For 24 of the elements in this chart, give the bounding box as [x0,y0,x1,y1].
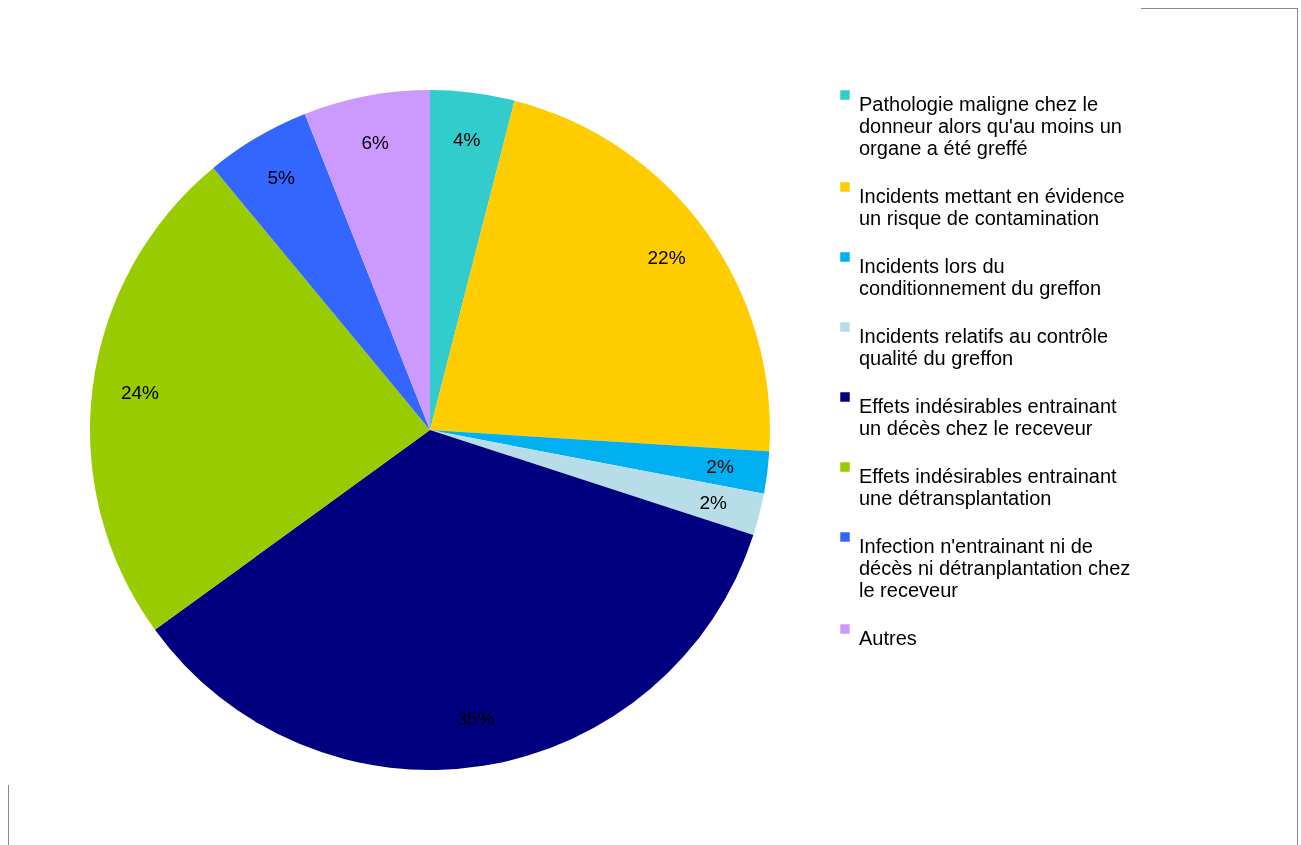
pie-slice [154,430,754,770]
legend-label: Incidents lors du conditionnement du greffon [859,255,1102,299]
data-label: 6% [361,131,390,153]
data-label: 5% [267,167,295,189]
data-label: 35% [456,707,495,729]
legend-label: Infection n'entrainant ni de décès ni détranplantation chez le receveur [859,535,1131,601]
pie-slice [430,100,770,452]
pie-slice [304,90,430,430]
pie-slice [430,90,515,430]
data-label: 22% [647,247,686,269]
legend-label: Effets indésirables entrainant une détransplantation [859,465,1118,509]
pie-slice [430,430,764,536]
legend-label: Incidents relatifs au contrôle qualité du greffon [859,325,1109,369]
data-label: 2% [699,491,728,513]
legend-label: Effets indésirables entrainant un décès chez le receveur [859,395,1118,439]
pie-slice [213,113,430,430]
data-label: 24% [120,382,160,404]
data-label: 2% [706,455,734,477]
pie-slice [430,430,770,494]
pie-slice [90,168,430,630]
legend-label: Autres [859,627,917,649]
legend-label: Incidents mettant en évidence un risque de contamination [859,185,1125,229]
data-label: 4% [452,128,481,150]
legend-label: Pathologie maligne chez le donneur alors qu'au moins un organe a été greffé [859,93,1122,159]
